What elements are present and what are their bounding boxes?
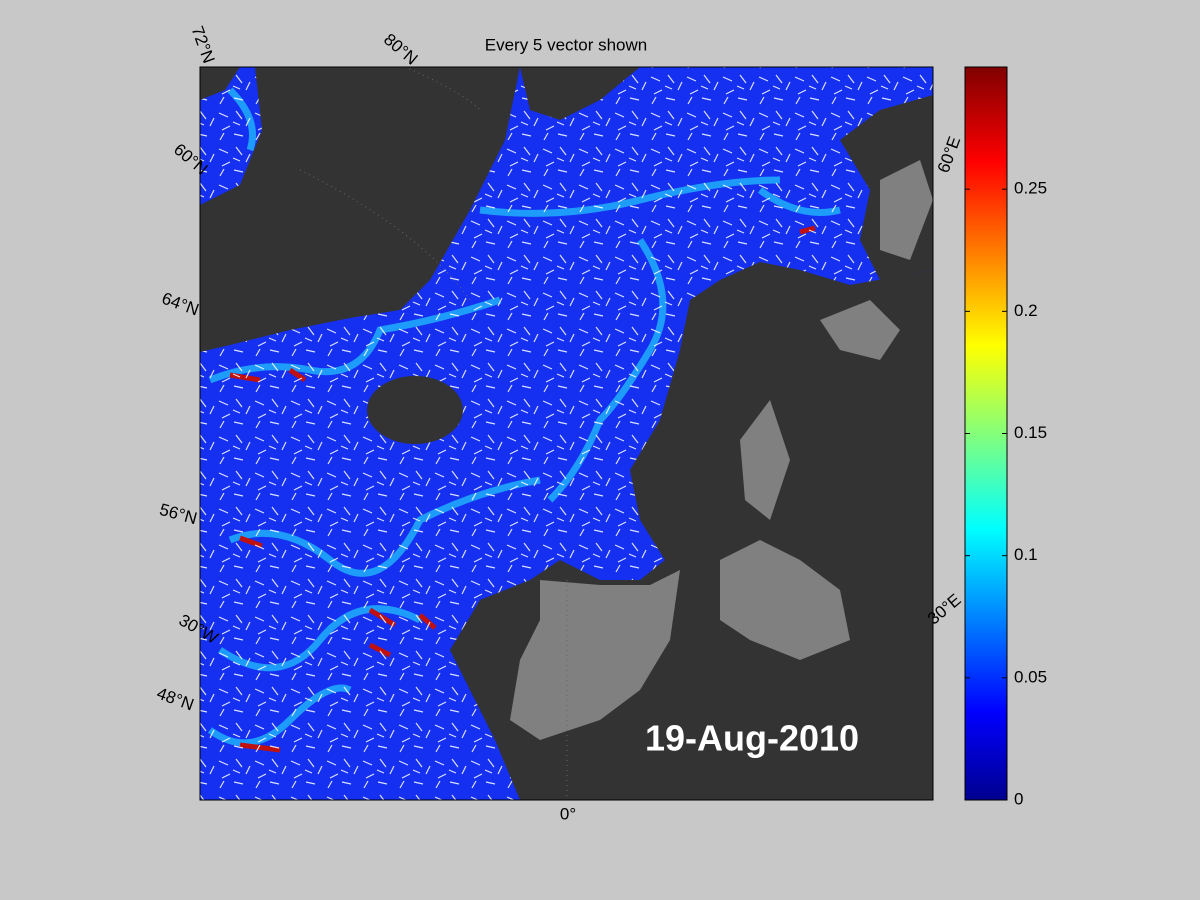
colorbar-tick-label: 0 <box>1014 789 1023 808</box>
colorbar-tick-label: 0.25 <box>1014 179 1047 198</box>
colorbar-tick-label: 0.2 <box>1014 301 1038 320</box>
colorbar-tick-label: 0.15 <box>1014 423 1047 442</box>
colorbar-tick-label: 0.05 <box>1014 667 1047 686</box>
map-label: 60°E <box>934 134 965 175</box>
title: Every 5 vector shown <box>485 35 648 54</box>
map-label: 48°N <box>154 684 196 715</box>
colorbar <box>964 66 1008 801</box>
shallow-sea <box>510 160 933 740</box>
map-label: 0° <box>560 804 576 823</box>
graticule <box>299 67 568 800</box>
map-frame <box>199 66 934 801</box>
colorbar-tick-label: 0.1 <box>1014 545 1038 564</box>
map: 19-Aug-2010 <box>200 67 933 800</box>
map-label: 56°N <box>157 500 199 528</box>
map-label: 80°N <box>380 30 421 69</box>
date-label: 19-Aug-2010 <box>645 718 859 759</box>
map-label: 64°N <box>159 289 201 320</box>
map-label: 72°N <box>188 24 219 66</box>
